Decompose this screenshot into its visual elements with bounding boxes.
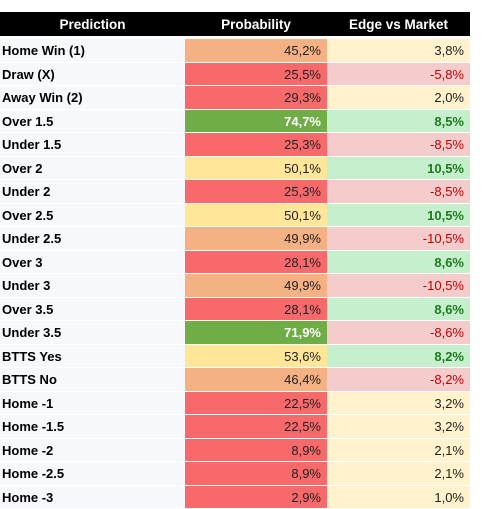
edge-cell: 1,0% — [327, 486, 470, 509]
edge-cell: 8,5% — [327, 110, 470, 134]
prediction-label: Away Win (2) — [0, 86, 185, 110]
prediction-label: Under 2.5 — [0, 227, 185, 251]
edge-cell: 3,2% — [327, 392, 470, 416]
prediction-label: Under 3 — [0, 274, 185, 298]
edge-cell: 8,6% — [327, 251, 470, 275]
prediction-label: BTTS No — [0, 368, 185, 392]
probability-cell: 22,5% — [185, 392, 327, 416]
prediction-label: BTTS Yes — [0, 345, 185, 369]
probability-cell: 2,9% — [185, 486, 327, 509]
prediction-label: Over 1.5 — [0, 110, 185, 134]
prediction-label: Over 2 — [0, 157, 185, 181]
column-header: Probability — [185, 12, 327, 37]
prediction-label: Draw (X) — [0, 63, 185, 87]
probability-cell: 50,1% — [185, 204, 327, 228]
edge-cell: 3,2% — [327, 415, 470, 439]
edge-cell: -5,8% — [327, 63, 470, 87]
prediction-label: Over 3 — [0, 251, 185, 275]
edge-cell: 10,5% — [327, 157, 470, 181]
prediction-label: Home Win (1) — [0, 39, 185, 63]
prediction-label: Home -2 — [0, 439, 185, 463]
probability-cell: 50,1% — [185, 157, 327, 181]
edge-cell: 8,2% — [327, 345, 470, 369]
probability-cell: 71,9% — [185, 321, 327, 345]
edge-cell: 8,6% — [327, 298, 470, 322]
prediction-label: Home -1.5 — [0, 415, 185, 439]
probability-cell: 25,3% — [185, 180, 327, 204]
prediction-label: Over 3.5 — [0, 298, 185, 322]
edge-cell: -8,6% — [327, 321, 470, 345]
probability-cell: 28,1% — [185, 298, 327, 322]
edge-cell: -10,5% — [327, 274, 470, 298]
edge-cell: -8,2% — [327, 368, 470, 392]
edge-cell: 2,1% — [327, 439, 470, 463]
edge-cell: 2,0% — [327, 86, 470, 110]
column-header: Edge vs Market — [327, 12, 470, 37]
probability-cell: 49,9% — [185, 227, 327, 251]
probability-cell: 46,4% — [185, 368, 327, 392]
probability-cell: 45,2% — [185, 39, 327, 63]
probability-cell: 74,7% — [185, 110, 327, 134]
probability-cell: 29,3% — [185, 86, 327, 110]
prediction-label: Under 1.5 — [0, 133, 185, 157]
edge-cell: 10,5% — [327, 204, 470, 228]
edge-cell: 2,1% — [327, 462, 470, 486]
prediction-label: Home -2.5 — [0, 462, 185, 486]
edge-cell: -8,5% — [327, 133, 470, 157]
edge-cell: 3,8% — [327, 39, 470, 63]
probability-cell: 22,5% — [185, 415, 327, 439]
probability-cell: 28,1% — [185, 251, 327, 275]
probability-cell: 8,9% — [185, 439, 327, 463]
probability-cell: 53,6% — [185, 345, 327, 369]
probability-cell: 8,9% — [185, 462, 327, 486]
prediction-label: Under 2 — [0, 180, 185, 204]
probability-cell: 49,9% — [185, 274, 327, 298]
prediction-label: Under 3.5 — [0, 321, 185, 345]
prediction-label: Home -1 — [0, 392, 185, 416]
probability-cell: 25,5% — [185, 63, 327, 87]
edge-cell: -10,5% — [327, 227, 470, 251]
prediction-label: Over 2.5 — [0, 204, 185, 228]
prediction-label: Home -3 — [0, 486, 185, 509]
probability-cell: 25,3% — [185, 133, 327, 157]
edge-cell: -8,5% — [327, 180, 470, 204]
column-header: Prediction — [0, 12, 185, 37]
